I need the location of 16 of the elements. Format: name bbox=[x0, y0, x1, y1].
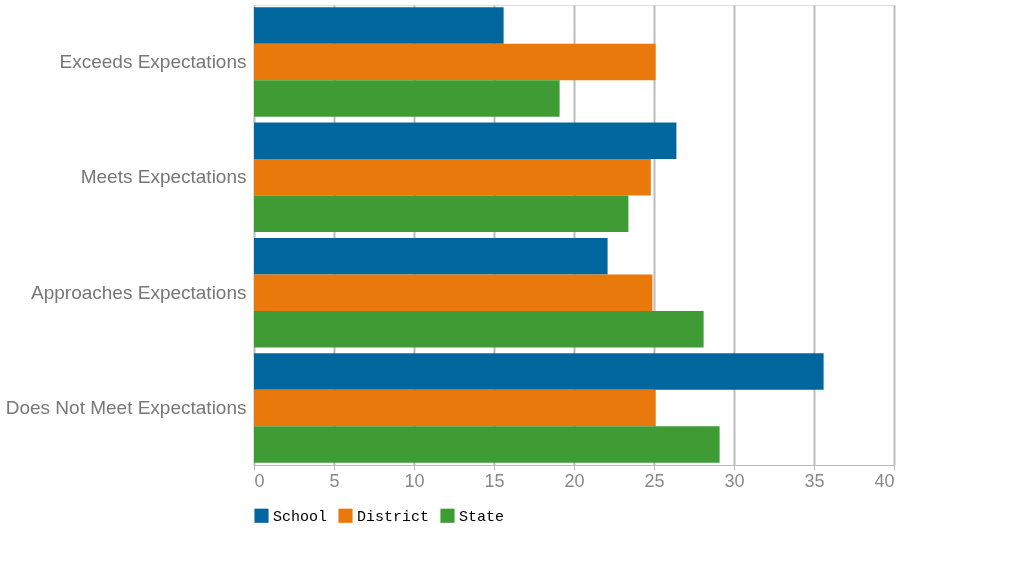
y-tick-label: Approaches Expectations bbox=[31, 281, 247, 303]
x-tick-label: 0 bbox=[254, 470, 265, 491]
legend-label: State bbox=[459, 508, 505, 526]
x-tick-label: 15 bbox=[484, 470, 505, 491]
x-tick-label: 5 bbox=[329, 470, 340, 491]
x-tick-label: 35 bbox=[804, 470, 825, 491]
x-tick-label: 30 bbox=[724, 470, 745, 491]
legend-label: District bbox=[357, 508, 430, 526]
legend-label: School bbox=[273, 508, 328, 526]
y-tick-label: Exceeds Expectations bbox=[59, 51, 247, 73]
x-tick-label: 25 bbox=[644, 470, 665, 491]
y-tick-label: Does Not Meet Expectations bbox=[5, 396, 247, 418]
x-tick-label: 40 bbox=[874, 470, 895, 491]
x-tick-label: 10 bbox=[404, 470, 425, 491]
y-tick-label: Meets Expectations bbox=[80, 166, 247, 188]
x-tick-label: 20 bbox=[564, 470, 585, 491]
